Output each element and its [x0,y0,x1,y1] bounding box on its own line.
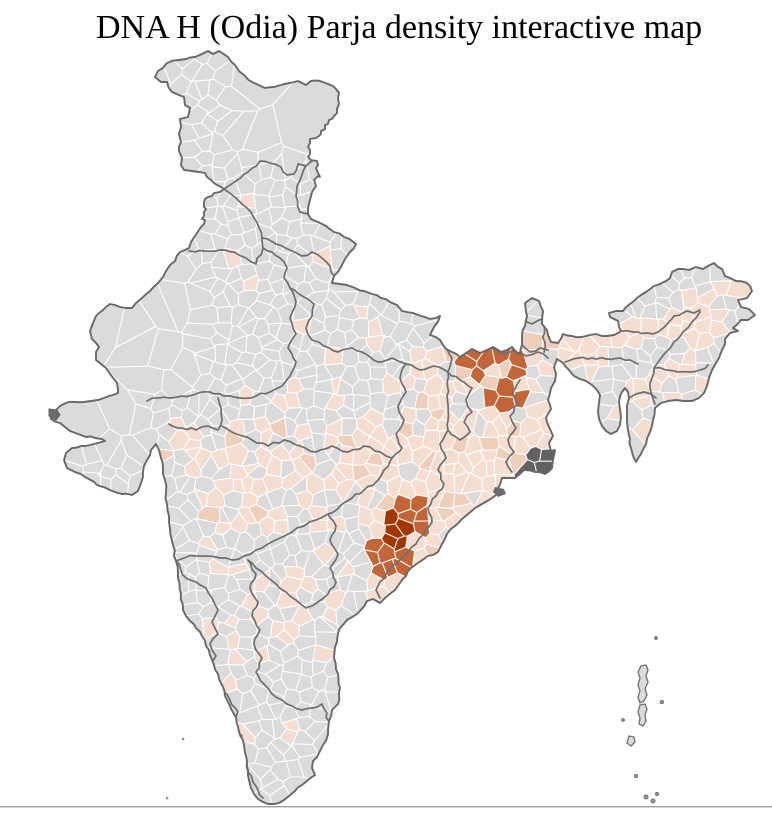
svg-text:DNA H (Odia) Parja density int: DNA H (Odia) Parja density interactive m… [96,9,702,46]
